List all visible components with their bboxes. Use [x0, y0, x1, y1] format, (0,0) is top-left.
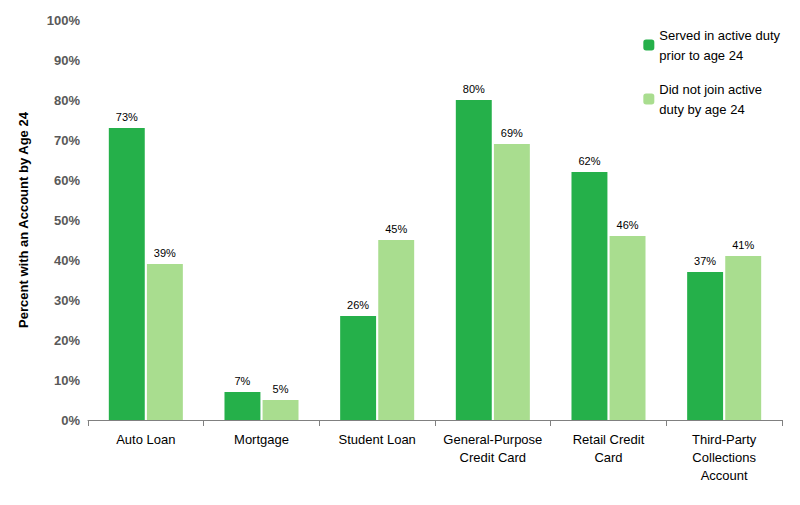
svg-text:20%: 20% — [54, 333, 80, 348]
svg-text:Retail Credit: Retail Credit — [573, 432, 645, 447]
svg-text:26%: 26% — [347, 299, 369, 311]
svg-text:duty by age 24: duty by age 24 — [659, 102, 744, 117]
svg-text:Mortgage: Mortgage — [234, 432, 289, 447]
svg-text:Auto Loan: Auto Loan — [116, 432, 175, 447]
svg-text:45%: 45% — [385, 223, 407, 235]
svg-text:50%: 50% — [54, 213, 80, 228]
svg-text:0%: 0% — [61, 413, 80, 428]
svg-text:30%: 30% — [54, 293, 80, 308]
svg-text:Collections: Collections — [692, 450, 756, 465]
svg-text:Card: Card — [594, 450, 622, 465]
svg-text:69%: 69% — [501, 127, 523, 139]
svg-text:60%: 60% — [54, 173, 80, 188]
svg-text:Third-Party: Third-Party — [692, 432, 757, 447]
svg-text:90%: 90% — [54, 53, 80, 68]
svg-text:Student Loan: Student Loan — [338, 432, 415, 447]
svg-text:62%: 62% — [578, 155, 600, 167]
svg-text:73%: 73% — [116, 111, 138, 123]
svg-text:40%: 40% — [54, 253, 80, 268]
svg-text:Percent with an Account by Age: Percent with an Account by Age 24 — [16, 111, 31, 328]
svg-text:7%: 7% — [235, 375, 251, 387]
svg-text:39%: 39% — [154, 247, 176, 259]
svg-text:100%: 100% — [47, 13, 81, 28]
svg-text:prior to age 24: prior to age 24 — [659, 48, 743, 63]
svg-text:37%: 37% — [694, 255, 716, 267]
svg-text:70%: 70% — [54, 133, 80, 148]
svg-text:5%: 5% — [273, 383, 289, 395]
svg-text:41%: 41% — [732, 239, 754, 251]
svg-text:Served in active duty: Served in active duty — [659, 28, 780, 43]
svg-text:Did not join active: Did not join active — [659, 82, 762, 97]
svg-text:Account: Account — [701, 468, 748, 483]
svg-text:Credit Card: Credit Card — [460, 450, 526, 465]
svg-text:General-Purpose: General-Purpose — [443, 432, 542, 447]
svg-text:80%: 80% — [54, 93, 80, 108]
svg-text:10%: 10% — [54, 373, 80, 388]
svg-text:80%: 80% — [463, 83, 485, 95]
svg-text:46%: 46% — [617, 219, 639, 231]
